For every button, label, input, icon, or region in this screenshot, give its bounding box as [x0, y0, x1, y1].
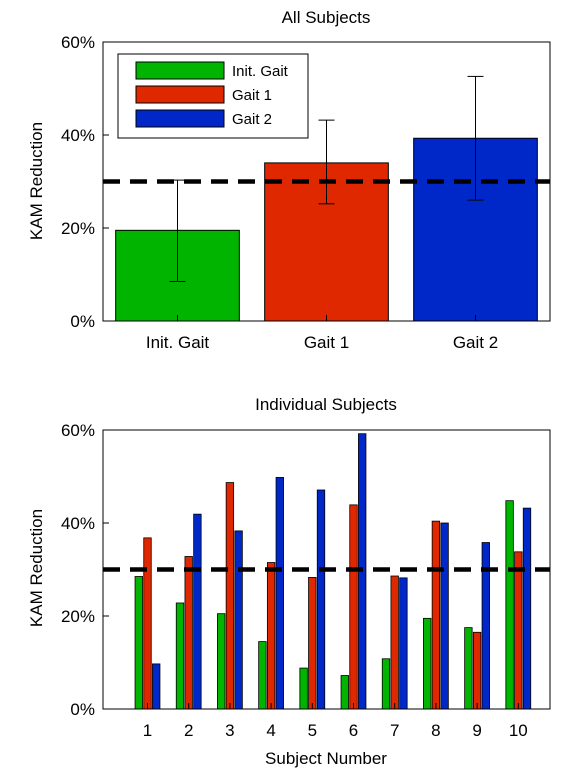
- chart-1-legend: Init. Gait Gait 1 Gait 2: [117, 53, 309, 139]
- chart-1-legend-label: Gait 1: [232, 87, 272, 104]
- chart-1-ytick-label: 40%: [61, 126, 95, 145]
- chart-1-legend-swatch: [135, 85, 225, 104]
- chart-2-yticks: 0% 20% 40% 60%: [61, 421, 109, 719]
- chart-2-bar: [299, 667, 308, 710]
- chart-2-bar: [464, 627, 473, 710]
- chart-2-bar: [340, 675, 349, 710]
- chart-2-xtick-label: 8: [431, 721, 440, 740]
- chart-2-bar: [472, 631, 482, 710]
- chart-2-bar: [514, 551, 523, 710]
- chart-2-xtick-label: 10: [509, 721, 528, 740]
- chart-1-ytick-label: 20%: [61, 219, 95, 238]
- chart-2-bar: [308, 577, 317, 710]
- chart-2-bar: [275, 477, 284, 710]
- chart-2-ytick-label: 60%: [61, 421, 95, 440]
- chart-2-plot-frame: [102, 429, 551, 710]
- chart-2-xtick-label: 4: [266, 721, 275, 740]
- chart-2-xticks: 1 2 3 4 5 6 7 8 9 10: [143, 703, 528, 740]
- chart-1-legend-label: Gait 2: [232, 111, 272, 128]
- chart-2-bar: [143, 537, 152, 710]
- chart-2-bar: [134, 576, 143, 710]
- chart-1-error-bars: [169, 75, 484, 282]
- chart-1-ylabel: KAM Reduction: [27, 122, 46, 240]
- chart-2-xlabel: Subject Number: [265, 749, 387, 768]
- chart-2-bar: [217, 613, 226, 710]
- chart-2-xtick-label: 2: [184, 721, 193, 740]
- chart-2-bar: [316, 489, 326, 710]
- chart-2-title: Individual Subjects: [255, 395, 397, 414]
- chart-2-ytick-label: 0%: [70, 700, 95, 719]
- chart-1-xtick-label: Init. Gait: [146, 333, 210, 352]
- chart-1-title: All Subjects: [282, 8, 371, 27]
- chart-2-bar: [266, 562, 276, 710]
- chart-2-bar: [440, 522, 449, 710]
- chart-2-bar: [234, 530, 243, 710]
- chart-2-xtick-label: 6: [349, 721, 358, 740]
- chart-2-bar: [175, 602, 185, 710]
- chart-1-xticks: Init. Gait Gait 1 Gait 2: [146, 315, 498, 352]
- chart-2-ytick-label: 20%: [61, 607, 95, 626]
- chart-2-bar: [193, 513, 202, 710]
- chart-2-bar: [390, 575, 399, 710]
- chart-1-legend-label: Init. Gait: [232, 63, 289, 80]
- chart-all-subjects: All Subjects KAM Reduction 0% 20% 40% 60% I…: [27, 8, 551, 352]
- chart-2-xtick-label: 3: [225, 721, 234, 740]
- chart-2-bar: [522, 507, 532, 710]
- chart-2-xtick-label: 1: [143, 721, 152, 740]
- chart-1-ytick-label: 60%: [61, 33, 95, 52]
- chart-2-ylabel: KAM Reduction: [27, 509, 46, 627]
- chart-1-xtick-label: Gait 2: [453, 333, 498, 352]
- chart-2-bar: [381, 658, 391, 710]
- chart-1-legend-swatch: [135, 109, 225, 128]
- chart-2-bar: [152, 663, 161, 710]
- chart-2-bar: [399, 577, 408, 710]
- chart-1-yticks: 0% 20% 40% 60%: [61, 33, 109, 331]
- chart-2-bar: [423, 617, 432, 710]
- chart-2-xtick-label: 5: [308, 721, 317, 740]
- chart-2-xtick-label: 7: [390, 721, 399, 740]
- chart-individual-subjects: Individual Subjects KAM Reduction 0% 20% 4…: [27, 395, 551, 768]
- chart-2-bar: [258, 641, 267, 710]
- chart-1-ytick-label: 0%: [70, 312, 95, 331]
- chart-2-ytick-label: 40%: [61, 514, 95, 533]
- chart-2-bar: [349, 504, 358, 710]
- chart-2-bar: [225, 482, 235, 710]
- chart-2-bar: [184, 556, 193, 710]
- chart-2-xtick-label: 9: [472, 721, 481, 740]
- chart-1-legend-swatch: [135, 61, 225, 80]
- chart-2-bar: [431, 520, 441, 710]
- chart-2-bar: [505, 500, 514, 710]
- chart-1-xtick-label: Gait 1: [304, 333, 349, 352]
